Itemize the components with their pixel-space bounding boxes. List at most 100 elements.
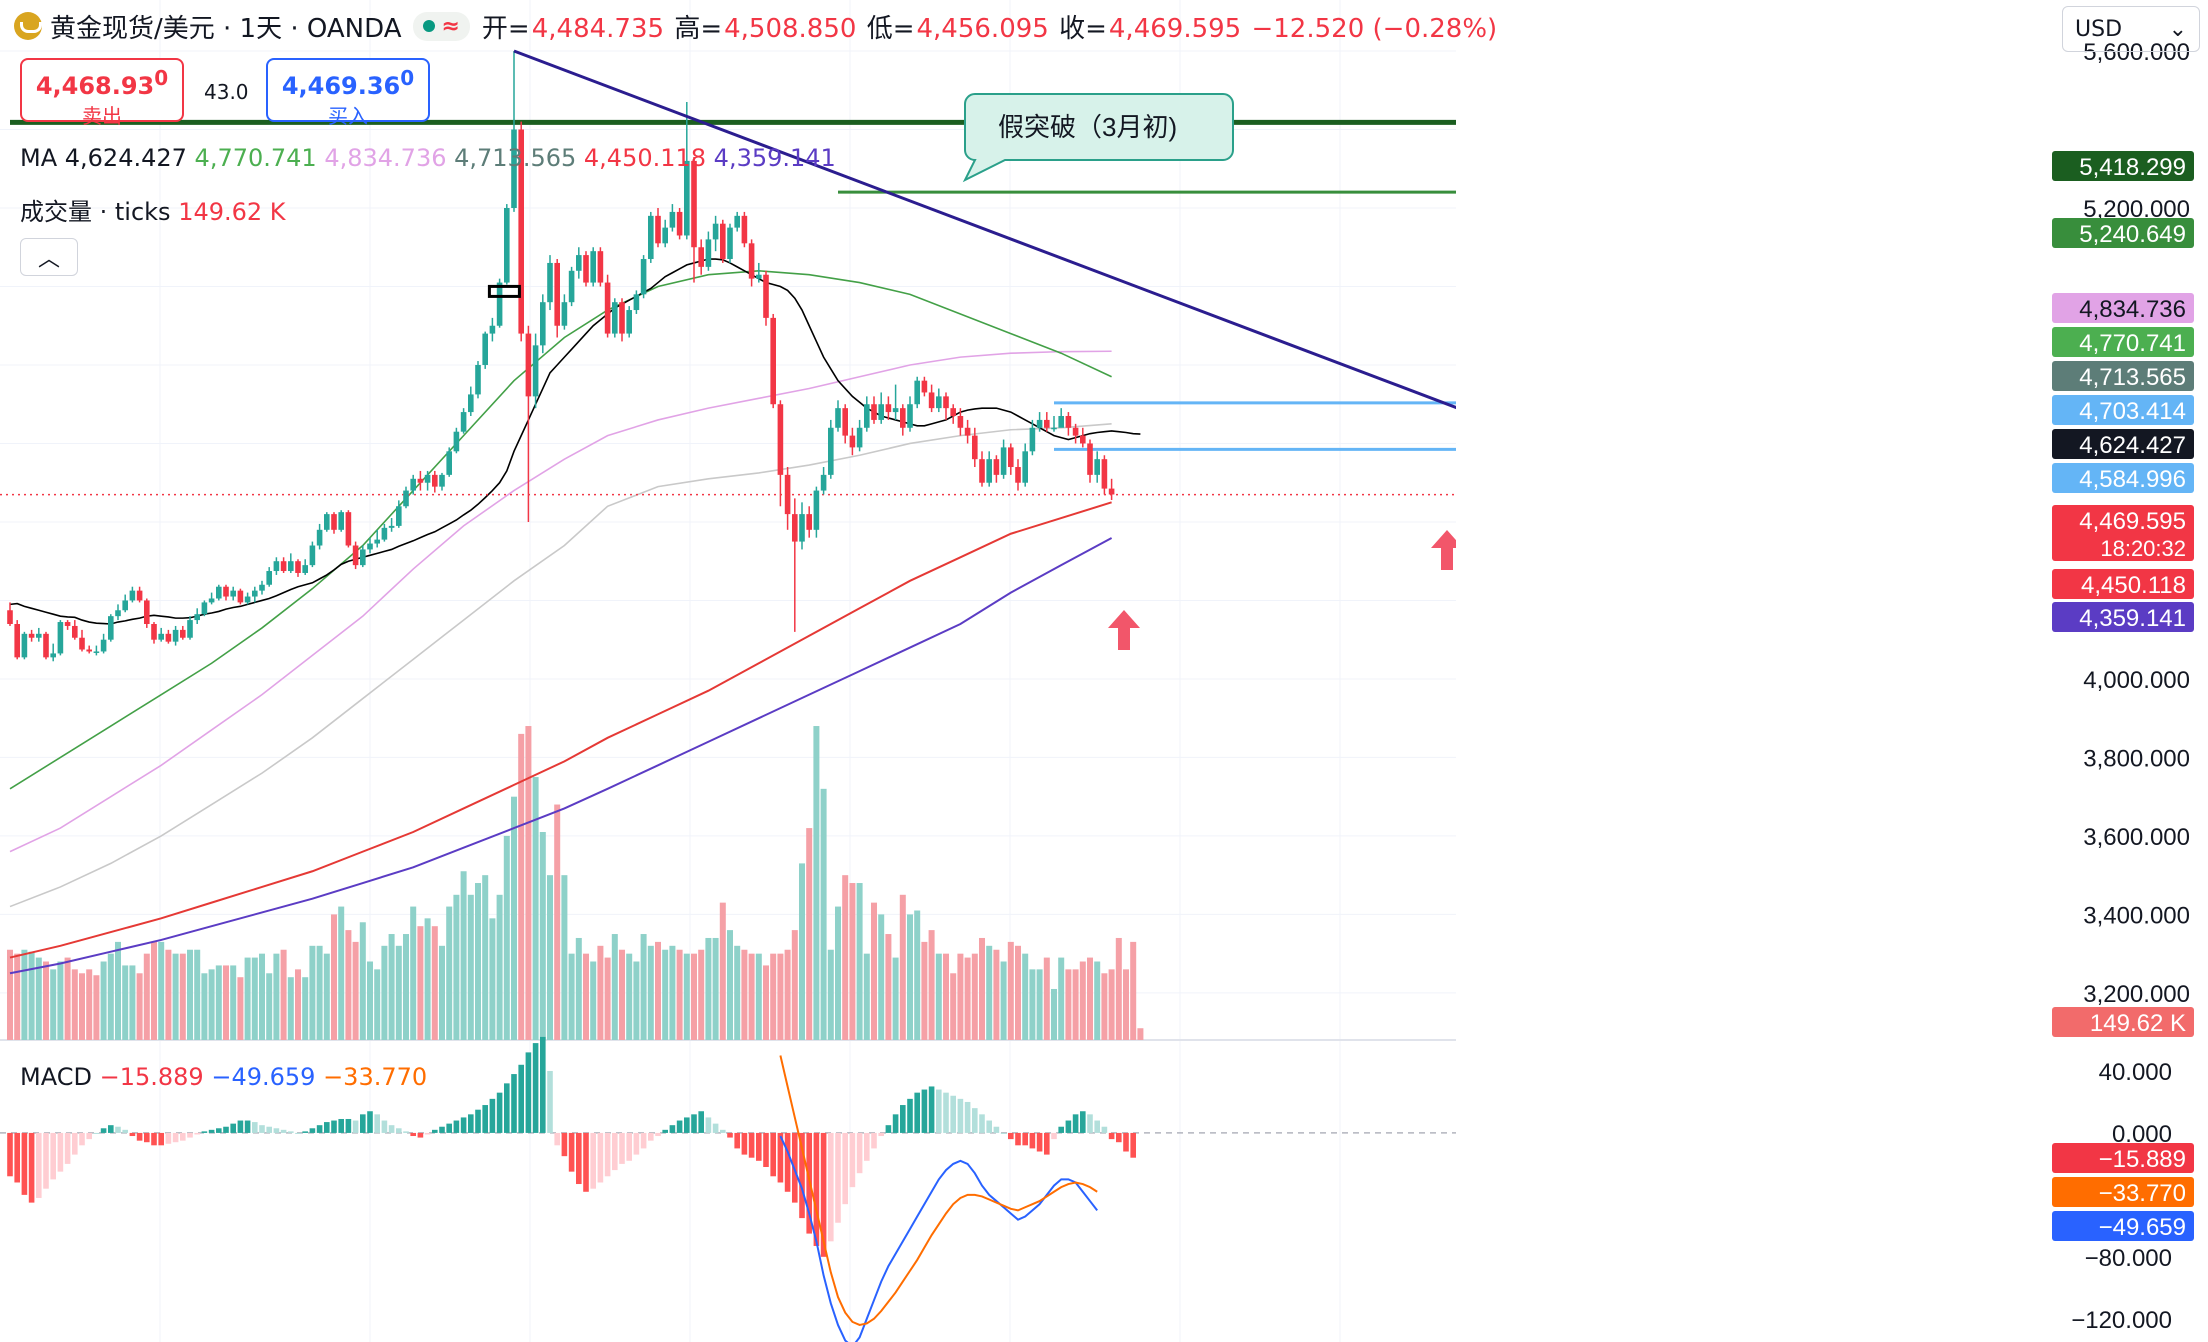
price-tag-9: 4,450.118 bbox=[2081, 572, 2186, 599]
candle-body bbox=[835, 408, 841, 428]
macd-line bbox=[779, 1135, 1098, 1342]
volume-bar bbox=[165, 949, 172, 1040]
candle-body bbox=[208, 598, 215, 603]
macd-hist-bar bbox=[21, 1132, 28, 1195]
volume-bar bbox=[1007, 941, 1014, 1040]
candle-body bbox=[950, 408, 956, 416]
market-status-badge[interactable]: ≈ bbox=[413, 11, 470, 41]
ma-legend[interactable]: MA 4,624.427 4,770.741 4,834.736 4,713.5… bbox=[20, 144, 836, 172]
candle-body bbox=[504, 208, 510, 283]
price-tag-1-bg bbox=[2052, 218, 2194, 248]
volume-bar bbox=[482, 875, 489, 1040]
volume-legend[interactable]: 成交量 · ticks 149.62 K bbox=[20, 192, 286, 227]
macd-hist-bar bbox=[1072, 1114, 1079, 1133]
macd-hist-bar bbox=[619, 1132, 625, 1164]
volume-bar bbox=[662, 949, 669, 1040]
currency-select[interactable]: USD ⌄ bbox=[2062, 6, 2200, 52]
macd-legend[interactable]: MACD −15.889 −49.659 −33.770 bbox=[20, 1063, 427, 1091]
candle-body bbox=[626, 310, 632, 334]
macd-hist-bar bbox=[1123, 1132, 1129, 1152]
open-label: 开= bbox=[481, 13, 530, 44]
macd-hist-bar bbox=[770, 1132, 776, 1177]
volume-bar bbox=[100, 961, 107, 1040]
macd-hist-bar bbox=[216, 1128, 222, 1133]
volume-bar bbox=[1101, 973, 1108, 1040]
macd-hist-bar bbox=[1051, 1132, 1057, 1140]
volume-bar bbox=[784, 949, 791, 1040]
volume-bar bbox=[849, 883, 856, 1040]
macd-hist-bar bbox=[7, 1132, 13, 1177]
volume-bar bbox=[381, 945, 388, 1040]
macd-hist-bar bbox=[813, 1132, 820, 1246]
candle-body bbox=[972, 435, 978, 460]
macd-hist-bar bbox=[748, 1132, 755, 1158]
macd-hist-bar bbox=[662, 1129, 668, 1133]
symbol-title[interactable]: 黄金现货/美元 · 1天 · OANDA bbox=[50, 13, 402, 44]
volume-bar bbox=[676, 949, 683, 1040]
candle-body bbox=[237, 590, 244, 603]
candle-body bbox=[669, 211, 676, 228]
candle-body bbox=[583, 255, 589, 283]
volume-bar bbox=[734, 945, 741, 1040]
macd-hist-bar bbox=[151, 1132, 157, 1146]
buy-button[interactable]: 4,469.360 买入 bbox=[266, 58, 430, 128]
price-tag-1: 5,240.649 bbox=[2079, 221, 2186, 248]
ma-legend-value-2: 4,834.736 bbox=[316, 144, 447, 172]
ma100-line bbox=[9, 350, 1112, 853]
volume-bar bbox=[331, 914, 337, 1040]
macd-hist-bar bbox=[547, 1070, 553, 1133]
macd-hist-bar bbox=[892, 1114, 899, 1133]
candle-body bbox=[338, 512, 344, 530]
macd-hist-bar bbox=[597, 1132, 604, 1183]
ma-legend-value-3: 4,713.565 bbox=[446, 144, 577, 172]
volume-bar bbox=[741, 949, 748, 1040]
macd-hist-bar bbox=[57, 1132, 64, 1172]
macd-hist-bar bbox=[93, 1132, 100, 1134]
candle-body bbox=[64, 622, 71, 626]
candle-body bbox=[1029, 427, 1036, 452]
candle-body bbox=[748, 243, 755, 279]
macd-hist-bar bbox=[705, 1117, 712, 1133]
sell-button[interactable]: 4,468.930 卖出 bbox=[20, 58, 184, 128]
ma-legend-value-0: 4,624.427 bbox=[64, 144, 187, 172]
volume-bar bbox=[208, 969, 215, 1040]
macd-hist-bar bbox=[288, 1131, 294, 1133]
ma200-line bbox=[9, 501, 1112, 959]
volume-bar bbox=[907, 914, 913, 1040]
collapse-button[interactable]: ︿ bbox=[20, 238, 78, 276]
volume-bar bbox=[439, 945, 445, 1040]
macd-hist-bar bbox=[835, 1132, 841, 1223]
candle-body bbox=[453, 431, 460, 452]
macd-hist-bar bbox=[194, 1132, 200, 1135]
macd-hist-bar bbox=[237, 1120, 244, 1133]
volume-bar bbox=[755, 953, 762, 1040]
candle-body bbox=[864, 404, 870, 428]
macd-hist-bar bbox=[360, 1114, 366, 1133]
volume-bar bbox=[21, 949, 28, 1040]
volume-bar bbox=[914, 910, 921, 1040]
candle-body bbox=[460, 412, 467, 432]
macd-hist-bar bbox=[230, 1123, 236, 1133]
macd-hist-bar bbox=[252, 1122, 258, 1133]
volume-bar bbox=[1108, 969, 1115, 1040]
volume-bar bbox=[640, 934, 647, 1040]
price-tag-10: 4,359.141 bbox=[2079, 605, 2186, 632]
macd-hist-bar bbox=[1094, 1120, 1100, 1133]
candle-body bbox=[57, 622, 64, 654]
macd-hist-bar bbox=[734, 1132, 740, 1149]
macd-hist-bar bbox=[14, 1132, 20, 1183]
candle-body bbox=[288, 561, 294, 572]
macd-hist-bar bbox=[367, 1111, 373, 1133]
candle-body bbox=[201, 602, 208, 615]
macd-hist-bar bbox=[259, 1125, 265, 1133]
volume-bar bbox=[928, 930, 935, 1040]
candle-body bbox=[921, 380, 928, 393]
volume-bar bbox=[35, 957, 42, 1040]
ma-legend-values: 4,624.427 4,770.741 4,834.736 4,713.565 … bbox=[65, 144, 836, 172]
volume-bar bbox=[892, 957, 899, 1040]
candle-body bbox=[720, 223, 726, 260]
market-open-dot-icon bbox=[423, 20, 436, 32]
candle-body bbox=[302, 565, 308, 573]
macd-tick-label: −80.000 bbox=[2085, 1245, 2172, 1272]
